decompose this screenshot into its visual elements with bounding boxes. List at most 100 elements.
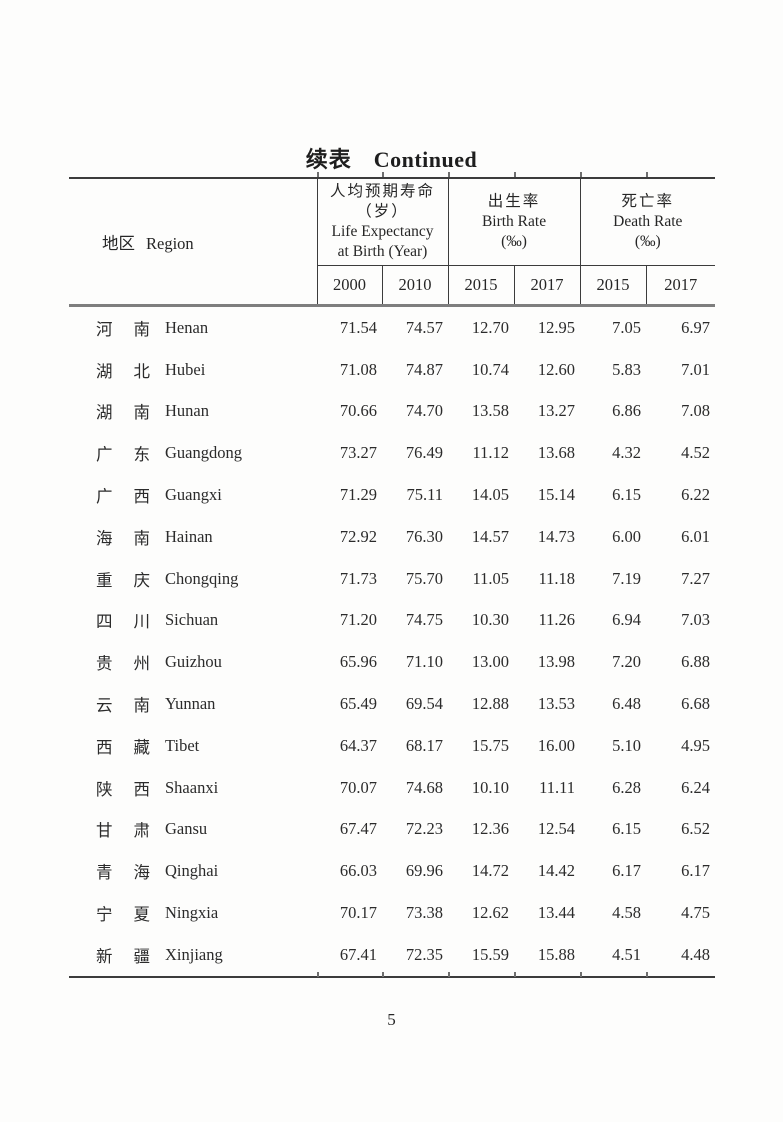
column-rule-tick bbox=[580, 172, 582, 177]
region-name-en: Sichuan bbox=[165, 610, 219, 630]
region-name-en: Hubei bbox=[165, 359, 206, 379]
year-header-le-2010: 2010 bbox=[381, 265, 449, 307]
region-name-zh-char: 东 bbox=[133, 445, 151, 465]
value-cell: 12.36 bbox=[471, 819, 510, 839]
value-cell: 73.27 bbox=[339, 443, 377, 463]
value-cell: 13.44 bbox=[537, 903, 576, 923]
value-cell: 71.08 bbox=[339, 359, 377, 379]
value-cell: 7.20 bbox=[612, 652, 642, 672]
value-cell: 10.74 bbox=[471, 359, 510, 379]
region-name-zh-char: 庆 bbox=[133, 570, 151, 590]
value-cell: 15.14 bbox=[537, 485, 576, 505]
value-cell: 14.42 bbox=[537, 861, 576, 881]
value-cell: 13.68 bbox=[537, 443, 576, 463]
value-cell: 72.35 bbox=[405, 944, 444, 964]
region-name-zh-char: 宁 bbox=[96, 905, 113, 925]
value-cell: 10.30 bbox=[471, 610, 510, 630]
value-cell: 12.95 bbox=[537, 317, 576, 337]
year-header-dr-2017: 2017 bbox=[645, 265, 716, 307]
region-cell: 湖北 Hubei bbox=[69, 349, 317, 391]
region-name-zh-char: 疆 bbox=[133, 946, 151, 966]
table-body: 河南 Henan 71.54 74.57 12.70 12.95 7.05 6.97 湖北 Hub… bbox=[69, 306, 715, 977]
region-name-zh-char: 藏 bbox=[133, 737, 151, 757]
value-cell: 74.57 bbox=[405, 317, 444, 337]
value-cell: 10.10 bbox=[471, 777, 510, 797]
region-cell-inner: 新疆 Xinjiang bbox=[96, 943, 317, 967]
region-name-zh-char: 海 bbox=[96, 528, 113, 548]
value-cell: 72.23 bbox=[405, 819, 444, 839]
value-cell: 67.47 bbox=[339, 819, 377, 839]
region-name-en: Ningxia bbox=[165, 903, 219, 923]
value-cell: 69.96 bbox=[405, 861, 444, 881]
region-cell: 广西 Guangxi bbox=[69, 474, 317, 516]
region-name-en: Guizhou bbox=[165, 652, 222, 672]
value-cell: 66.03 bbox=[339, 861, 377, 881]
value-cell: 4.95 bbox=[681, 735, 711, 755]
region-cell: 陕西 Shaanxi bbox=[69, 767, 317, 809]
page-title-zh: 续表 bbox=[305, 147, 352, 172]
column-rule-tick bbox=[448, 172, 450, 177]
region-name-zh: 甘肃 bbox=[96, 817, 150, 841]
table-row: 甘肃 Gansu 67.47 72.23 12.36 12.54 6.15 6.52 bbox=[69, 809, 715, 851]
value-cell: 71.20 bbox=[339, 610, 377, 630]
region-cell: 贵州 Guizhou bbox=[69, 641, 317, 683]
region-cell-inner: 河南 Henan bbox=[96, 316, 317, 340]
region-cell: 河南 Henan bbox=[69, 306, 317, 349]
region-name-zh-char: 重 bbox=[96, 570, 113, 590]
table-row: 青海 Qinghai 66.03 69.96 14.72 14.42 6.17 6.17 bbox=[69, 850, 715, 892]
region-name-zh-char: 云 bbox=[96, 696, 113, 716]
value-cell: 5.10 bbox=[612, 735, 642, 755]
region-cell-inner: 青海 Qinghai bbox=[96, 859, 317, 883]
region-name-zh: 西藏 bbox=[96, 734, 150, 758]
region-name-zh: 云南 bbox=[96, 692, 150, 716]
value-cell: 7.03 bbox=[681, 610, 711, 630]
value-cell: 76.30 bbox=[405, 526, 444, 546]
region-name-zh-char: 川 bbox=[133, 612, 151, 632]
region-name-zh: 宁夏 bbox=[96, 901, 150, 925]
region-name-zh-char: 甘 bbox=[96, 821, 113, 841]
value-cell: 74.68 bbox=[405, 777, 444, 797]
value-cell: 13.98 bbox=[537, 652, 576, 672]
region-header-en: Region bbox=[146, 233, 194, 253]
value-cell: 69.54 bbox=[405, 694, 444, 714]
column-rule-tick bbox=[317, 172, 319, 177]
region-name-zh-char: 西 bbox=[96, 737, 113, 757]
value-cell: 7.27 bbox=[681, 568, 711, 588]
value-cell: 6.15 bbox=[612, 819, 642, 839]
region-column-header: 地区 Region bbox=[69, 178, 317, 307]
header-year-row: 2000 2010 2015 2017 2015 2017 bbox=[69, 265, 716, 307]
value-cell: 4.51 bbox=[612, 944, 642, 964]
value-cell: 76.49 bbox=[405, 443, 444, 463]
column-rule-tick bbox=[580, 972, 582, 977]
column-rule-tick bbox=[448, 972, 450, 977]
value-cell: 6.22 bbox=[681, 485, 711, 505]
region-name-zh: 陕西 bbox=[96, 776, 150, 800]
region-name-zh-char: 新 bbox=[96, 946, 113, 966]
column-rule-tick bbox=[382, 172, 384, 177]
birth-rate-unit: (‰) bbox=[501, 233, 527, 250]
value-cell: 5.83 bbox=[612, 359, 642, 379]
value-cell: 75.11 bbox=[406, 485, 444, 505]
region-name-en: Xinjiang bbox=[165, 944, 223, 964]
region-name-zh: 河南 bbox=[96, 316, 150, 340]
value-cell: 6.15 bbox=[612, 485, 642, 505]
value-cell: 74.75 bbox=[405, 610, 444, 630]
region-name-zh-char: 青 bbox=[96, 863, 113, 883]
column-rule-tick bbox=[646, 172, 648, 177]
value-cell: 12.70 bbox=[471, 317, 510, 337]
region-name-zh-char: 广 bbox=[96, 487, 113, 507]
region-name-zh-char: 湖 bbox=[96, 361, 113, 381]
value-cell: 7.05 bbox=[612, 317, 642, 337]
value-cell: 6.01 bbox=[681, 526, 711, 546]
value-cell: 71.54 bbox=[339, 317, 377, 337]
value-cell: 12.60 bbox=[537, 359, 576, 379]
table-row: 新疆 Xinjiang 67.41 72.35 15.59 15.88 4.51 4.48 bbox=[69, 934, 715, 977]
column-rule-tick bbox=[382, 972, 384, 977]
value-cell: 6.48 bbox=[612, 694, 642, 714]
value-cell: 7.01 bbox=[681, 359, 711, 379]
value-cell: 6.00 bbox=[612, 526, 642, 546]
value-cell: 15.59 bbox=[471, 944, 510, 964]
value-cell: 6.24 bbox=[681, 777, 711, 797]
region-name-zh-char: 北 bbox=[133, 361, 151, 381]
region-name-en: Chongqing bbox=[165, 568, 239, 588]
